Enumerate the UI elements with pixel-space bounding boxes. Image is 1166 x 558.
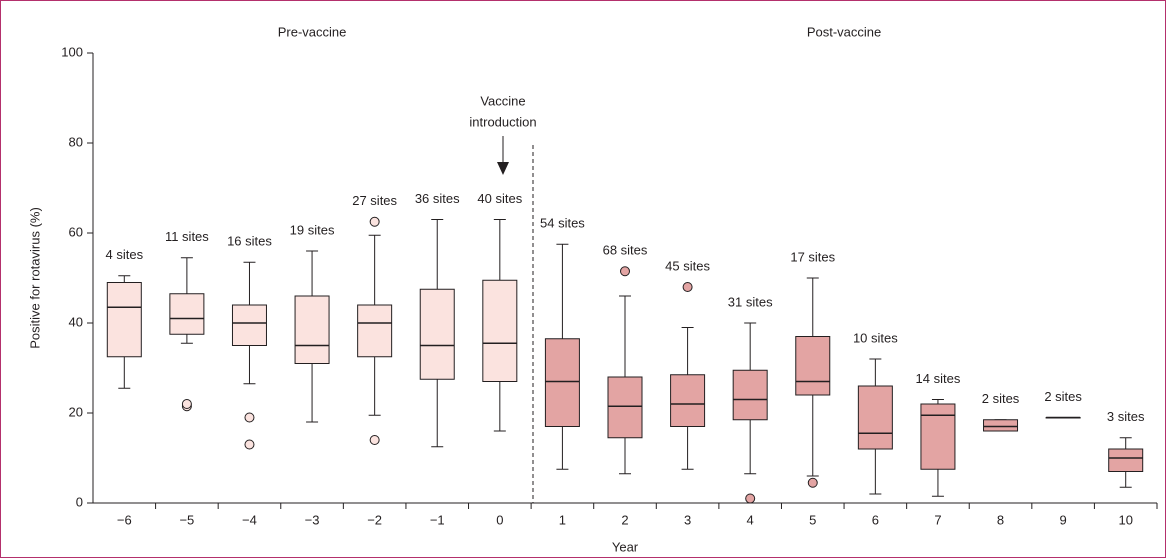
site-count: 36 sites — [415, 191, 460, 206]
outlier — [244, 412, 255, 423]
x-tick-label: −4 — [242, 512, 257, 527]
box — [857, 385, 893, 450]
annotation: introduction — [469, 114, 536, 129]
site-count: 40 sites — [477, 191, 522, 206]
box — [607, 376, 643, 439]
box — [294, 295, 330, 364]
site-count: 16 sites — [227, 234, 272, 249]
outlier — [244, 439, 255, 450]
y-tick-label: 80 — [69, 134, 83, 149]
y-tick-label: 100 — [61, 44, 83, 59]
site-count: 54 sites — [540, 216, 585, 231]
box — [106, 282, 142, 358]
x-tick-label: −1 — [430, 512, 445, 527]
box — [419, 288, 455, 380]
box — [670, 374, 706, 427]
box — [732, 369, 768, 421]
arrow-head — [497, 162, 509, 175]
box — [983, 419, 1019, 432]
site-count: 11 sites — [165, 229, 209, 244]
box — [795, 336, 831, 396]
x-axis-label: Year — [612, 539, 639, 554]
box — [357, 304, 393, 358]
x-tick-label: −6 — [117, 512, 132, 527]
x-tick-label: 2 — [621, 512, 628, 527]
site-count: 19 sites — [290, 222, 335, 237]
group-label: Pre-vaccine — [278, 24, 347, 39]
site-count: 3 sites — [1107, 409, 1145, 424]
x-tick-label: 9 — [1060, 512, 1067, 527]
site-count: 17 sites — [790, 249, 835, 264]
box — [169, 293, 205, 335]
x-tick-label: −2 — [367, 512, 382, 527]
box — [544, 338, 580, 427]
x-tick-label: 10 — [1118, 512, 1132, 527]
site-count: 2 sites — [1044, 389, 1082, 404]
y-tick-label: 40 — [69, 314, 83, 329]
site-count: 31 sites — [728, 294, 773, 309]
y-axis-label: Positive for rotavirus (%) — [27, 207, 42, 349]
site-count: 4 sites — [106, 247, 144, 262]
x-tick-label: 0 — [496, 512, 503, 527]
site-count: 2 sites — [982, 391, 1020, 406]
site-count: 27 sites — [352, 193, 397, 208]
box — [231, 304, 267, 346]
outlier — [807, 477, 818, 488]
site-count: 14 sites — [916, 371, 961, 386]
x-tick-label: 1 — [559, 512, 566, 527]
x-tick-label: 3 — [684, 512, 691, 527]
outlier — [745, 493, 756, 504]
outlier — [369, 435, 380, 445]
box — [1108, 448, 1144, 472]
x-tick-label: −3 — [305, 512, 320, 527]
x-tick-label: 6 — [872, 512, 879, 527]
outlier — [369, 216, 380, 227]
site-count: 68 sites — [603, 243, 648, 258]
y-tick-label: 20 — [69, 404, 83, 419]
outlier — [682, 282, 693, 292]
group-label: Post-vaccine — [807, 24, 881, 39]
x-tick-label: −5 — [179, 512, 194, 527]
x-tick-label: 4 — [747, 512, 754, 527]
site-count: 45 sites — [665, 258, 710, 273]
site-count: 10 sites — [853, 330, 898, 345]
outlier — [181, 399, 192, 409]
annotation: Vaccine — [480, 93, 525, 108]
y-tick-label: 0 — [76, 494, 83, 509]
x-tick-label: 8 — [997, 512, 1004, 527]
outlier — [620, 266, 630, 277]
x-tick-label: 7 — [934, 512, 941, 527]
box — [920, 403, 956, 470]
x-tick-label: 5 — [809, 512, 816, 527]
y-tick-label: 60 — [69, 224, 83, 239]
box — [482, 279, 518, 382]
